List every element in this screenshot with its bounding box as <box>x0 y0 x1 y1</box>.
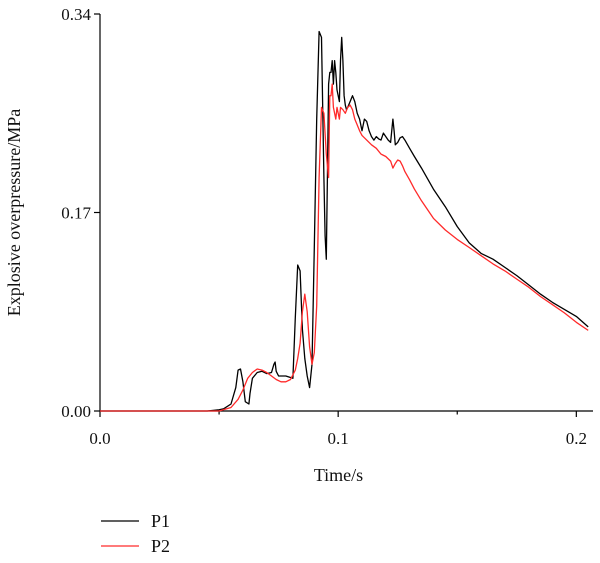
y-axis-title: Explosive overpressure/MPa <box>4 109 24 316</box>
legend-label-p2: P2 <box>151 536 170 556</box>
x-tick-label: 0.2 <box>566 429 587 448</box>
legend-label-p1: P1 <box>151 511 170 531</box>
series-layer <box>100 30 589 412</box>
plot-frame <box>99 14 593 412</box>
x-axis-title: Time/s <box>314 465 363 485</box>
y-tick-label: 0.00 <box>61 402 91 421</box>
x-tick-label: 0.0 <box>89 429 110 448</box>
y-tick-label: 0.34 <box>61 5 91 24</box>
x-tick-label: 0.1 <box>328 429 349 448</box>
y-axis-ticks: 0.00 0.17 0.34 <box>61 5 100 421</box>
y-tick-label: 0.17 <box>61 204 91 223</box>
x-axis-ticks: 0.0 0.1 0.2 <box>89 411 587 448</box>
series-line-p2 <box>100 83 589 412</box>
series-line-p1 <box>100 30 589 412</box>
